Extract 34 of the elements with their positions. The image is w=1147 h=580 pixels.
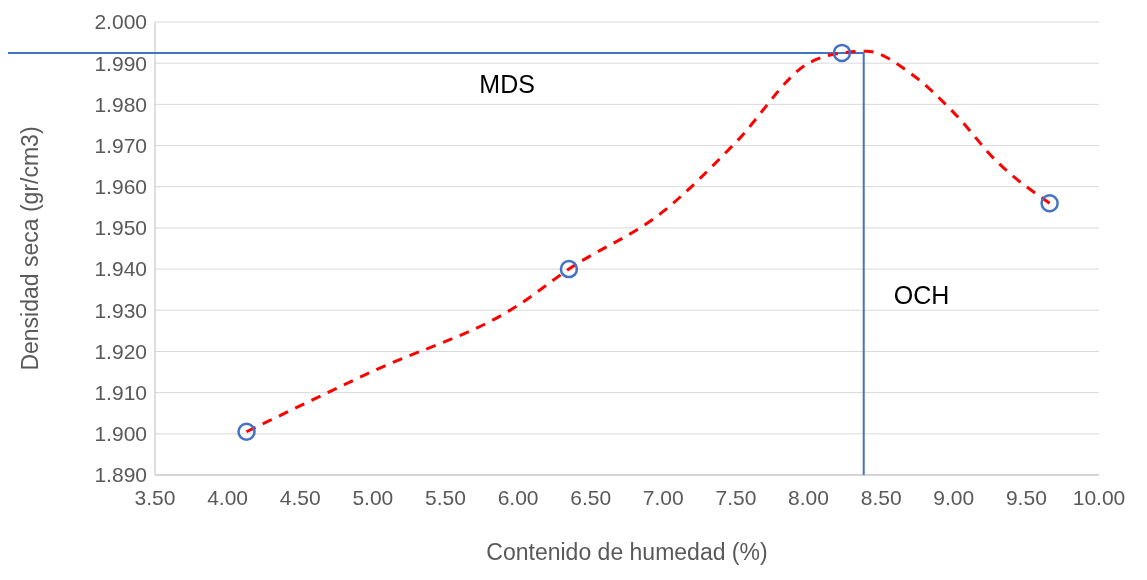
y-tick-label: 1.960 [94,175,147,199]
x-tick-label: 5.00 [352,486,394,509]
y-tick-label: 1.900 [94,422,147,446]
point [559,259,579,279]
y-tick-label: 1.990 [94,51,147,75]
x-tick-label: 10.00 [1072,486,1126,509]
x-tick-label: 5.50 [425,486,466,509]
x-tick-label: 3.50 [134,486,176,509]
ref-line-label: MDS [479,69,535,98]
x-tick-label: 4.00 [207,486,249,509]
y-tick-label: 1.950 [94,216,147,240]
x-axis-title: Contenido de humedad (%) [486,539,768,565]
y-tick-label: 1.930 [94,298,147,322]
x-tick-label: 6.00 [497,486,539,509]
y-tick-label: 2.000 [94,10,147,34]
x-tick-label: 7.50 [715,486,757,509]
x-tick-label: 8.50 [860,486,902,509]
y-tick-label: 1.940 [94,257,147,281]
x-tick-label: 9.50 [1005,486,1047,509]
y-tick-label: 1.970 [94,133,147,157]
y-axis-title: Densidad seca (gr/cm3) [17,126,43,371]
point [237,422,256,442]
point [832,43,852,63]
point [1040,193,1059,213]
x-tick-label: 8.00 [788,486,829,509]
x-tick-label: 4.50 [279,486,321,509]
y-tick-label: 1.920 [94,339,147,363]
ref-line-label: OCH [893,280,950,309]
x-tick-label: 7.00 [642,486,684,509]
x-tick-label: 9.00 [933,486,975,509]
x-tick-label: 6.50 [570,486,612,509]
y-tick-label: 1.910 [94,380,147,404]
y-tick-label: 1.980 [94,92,147,116]
y-tick-label: 1.890 [94,463,147,487]
